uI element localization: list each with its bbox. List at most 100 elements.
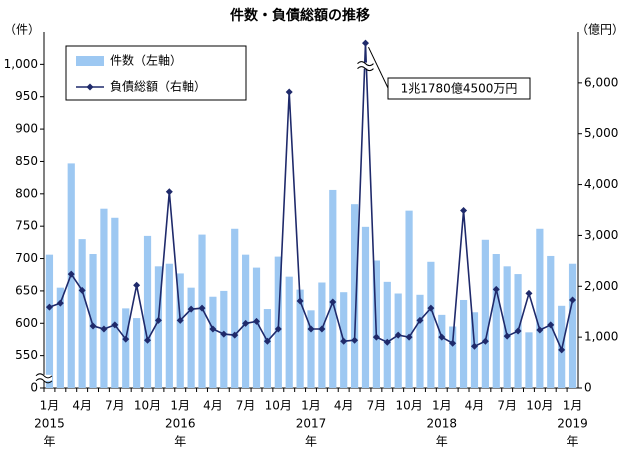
marker <box>144 336 152 344</box>
marker <box>307 325 315 333</box>
x-tick-label: 7月 <box>236 399 256 413</box>
bar <box>383 281 391 388</box>
bar <box>176 273 184 388</box>
marker <box>351 336 359 344</box>
marker <box>449 339 457 347</box>
x-tick-label: 1月 <box>301 399 321 413</box>
bar <box>285 276 293 388</box>
chart-title: 件数・負債総額の推移 <box>230 7 370 24</box>
y-tick-label: 550 <box>15 348 38 362</box>
marker <box>569 296 577 304</box>
bar <box>329 189 337 388</box>
bar <box>438 314 446 388</box>
marker <box>122 335 130 343</box>
legend-box <box>65 45 247 101</box>
marker <box>427 304 435 312</box>
y-tick-label: 1,000 <box>4 57 38 71</box>
marker <box>416 316 424 324</box>
x-tick-label: 10月 <box>526 399 553 413</box>
bar <box>220 290 228 388</box>
marker <box>133 281 141 289</box>
break-gap <box>357 62 374 69</box>
marker <box>274 325 282 333</box>
bar <box>122 308 130 388</box>
x-tick-label: 7月 <box>497 399 517 413</box>
marker <box>220 330 228 338</box>
marker <box>547 321 555 329</box>
y-tick-label: 600 <box>15 316 38 330</box>
bar <box>350 204 359 388</box>
bar <box>100 208 108 388</box>
y-tick-label: 850 <box>15 154 38 168</box>
marker <box>536 326 544 334</box>
marker <box>492 285 500 293</box>
bar <box>78 239 86 388</box>
year-label: 2018 <box>427 417 458 431</box>
x-tick-label: 10月 <box>265 399 292 413</box>
marker <box>165 188 173 196</box>
marker <box>285 88 293 96</box>
marker <box>78 286 86 294</box>
break-gap <box>36 374 52 381</box>
marker <box>296 297 304 305</box>
legend-marker <box>86 83 94 91</box>
y-tick-label: 800 <box>15 186 38 200</box>
year-label: 2017 <box>296 417 327 431</box>
y2-tick-label: 5,000 <box>584 126 618 140</box>
bar <box>89 254 97 388</box>
y2-tick-label: 2,000 <box>584 279 618 293</box>
bar <box>481 239 489 388</box>
bar <box>568 263 577 388</box>
year-suffix: 年 <box>436 435 448 449</box>
marker <box>394 331 402 339</box>
bar <box>427 261 435 388</box>
bar <box>209 296 217 388</box>
bar <box>318 282 326 388</box>
marker <box>460 207 468 215</box>
marker <box>231 331 239 339</box>
x-tick-label: 4月 <box>203 399 223 413</box>
break-mark <box>35 373 53 384</box>
annotation-box <box>387 77 531 100</box>
bar <box>296 289 304 388</box>
marker <box>383 338 391 346</box>
marker <box>558 346 566 354</box>
marker <box>176 316 184 324</box>
marker <box>187 305 195 313</box>
bar <box>111 217 119 388</box>
y-tick-label: 700 <box>15 251 38 265</box>
annotation: 1兆1780億4500万円 <box>401 82 518 96</box>
year-label: 2019 <box>557 417 588 431</box>
marker <box>514 327 522 335</box>
marker <box>361 39 369 47</box>
bar <box>165 263 173 388</box>
bar <box>416 294 424 388</box>
bar <box>133 318 141 388</box>
break-mark <box>357 61 374 72</box>
bar <box>231 228 239 388</box>
marker <box>242 319 250 327</box>
bar <box>449 326 457 388</box>
year-suffix: 年 <box>43 435 55 449</box>
marker <box>481 337 489 345</box>
y-tick-label: 900 <box>15 122 38 136</box>
marker <box>263 337 271 345</box>
marker <box>154 316 162 324</box>
x-tick-label: 7月 <box>105 399 125 413</box>
x-tick-label: 10月 <box>134 399 161 413</box>
marker <box>89 322 97 330</box>
marker <box>470 342 478 350</box>
year-suffix: 年 <box>174 435 186 449</box>
bar <box>525 332 533 388</box>
bar <box>45 254 54 388</box>
x-tick-label: 1月 <box>170 399 190 413</box>
bar <box>405 210 413 388</box>
bar <box>56 287 64 388</box>
marker <box>503 332 511 340</box>
bar <box>459 299 468 388</box>
marker <box>198 304 206 312</box>
marker <box>45 303 53 311</box>
bar <box>154 266 163 388</box>
y-tick-label: 650 <box>15 283 38 297</box>
